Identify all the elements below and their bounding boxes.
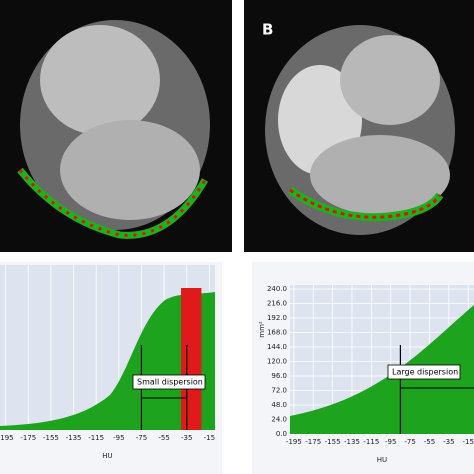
x-tick-label: -55 (424, 438, 435, 446)
x-tick-label: -135 (344, 438, 360, 446)
x-tick-label: -175 (305, 438, 321, 446)
annotation: Large dispersion (392, 368, 458, 377)
x-tick-label: -75 (136, 434, 147, 442)
x-tick-label: -15 (204, 434, 215, 442)
y-tick-label: 0.0 (276, 430, 287, 438)
x-tick-label: -175 (20, 434, 36, 442)
y-tick-label: 216.0 (267, 300, 287, 308)
y-tick-label: 144.0 (267, 343, 287, 351)
y-tick-label: 96.0 (271, 372, 287, 380)
x-tick-label: -195 (0, 434, 14, 442)
annotation: Small dispersion (137, 378, 203, 387)
annotation-box (132, 374, 206, 390)
y-tick-label: 48.0 (271, 401, 287, 409)
annotation-box (387, 364, 461, 380)
y-tick-label: 120.0 (267, 358, 287, 366)
x-axis-label: HU (377, 456, 387, 464)
x-tick-label: -115 (363, 438, 379, 446)
y-axis-label: mm² (258, 321, 266, 338)
x-axis-label: HU (102, 452, 112, 460)
x-tick-label: -55 (158, 434, 169, 442)
x-tick-label: -135 (66, 434, 82, 442)
x-tick-label: -95 (385, 438, 396, 446)
x-tick-label: -75 (404, 438, 415, 446)
x-tick-label: -35 (443, 438, 454, 446)
highlight-region (181, 288, 202, 430)
panel-label: B (262, 21, 273, 39)
y-tick-label: 168.0 (267, 329, 287, 337)
y-tick-label: 192.0 (267, 314, 287, 322)
histogram (290, 305, 474, 434)
x-tick-label: -15 (462, 438, 473, 446)
y-tick-label: 24.0 (271, 416, 287, 424)
y-tick-label: 72.0 (271, 387, 287, 395)
x-tick-label: -155 (325, 438, 341, 446)
x-tick-label: -155 (43, 434, 59, 442)
x-tick-label: -35 (181, 434, 192, 442)
x-tick-label: -115 (88, 434, 104, 442)
x-tick-label: -95 (113, 434, 124, 442)
x-tick-label: -195 (286, 438, 302, 446)
y-tick-label: 240.0 (267, 285, 287, 293)
histogram (0, 292, 215, 430)
